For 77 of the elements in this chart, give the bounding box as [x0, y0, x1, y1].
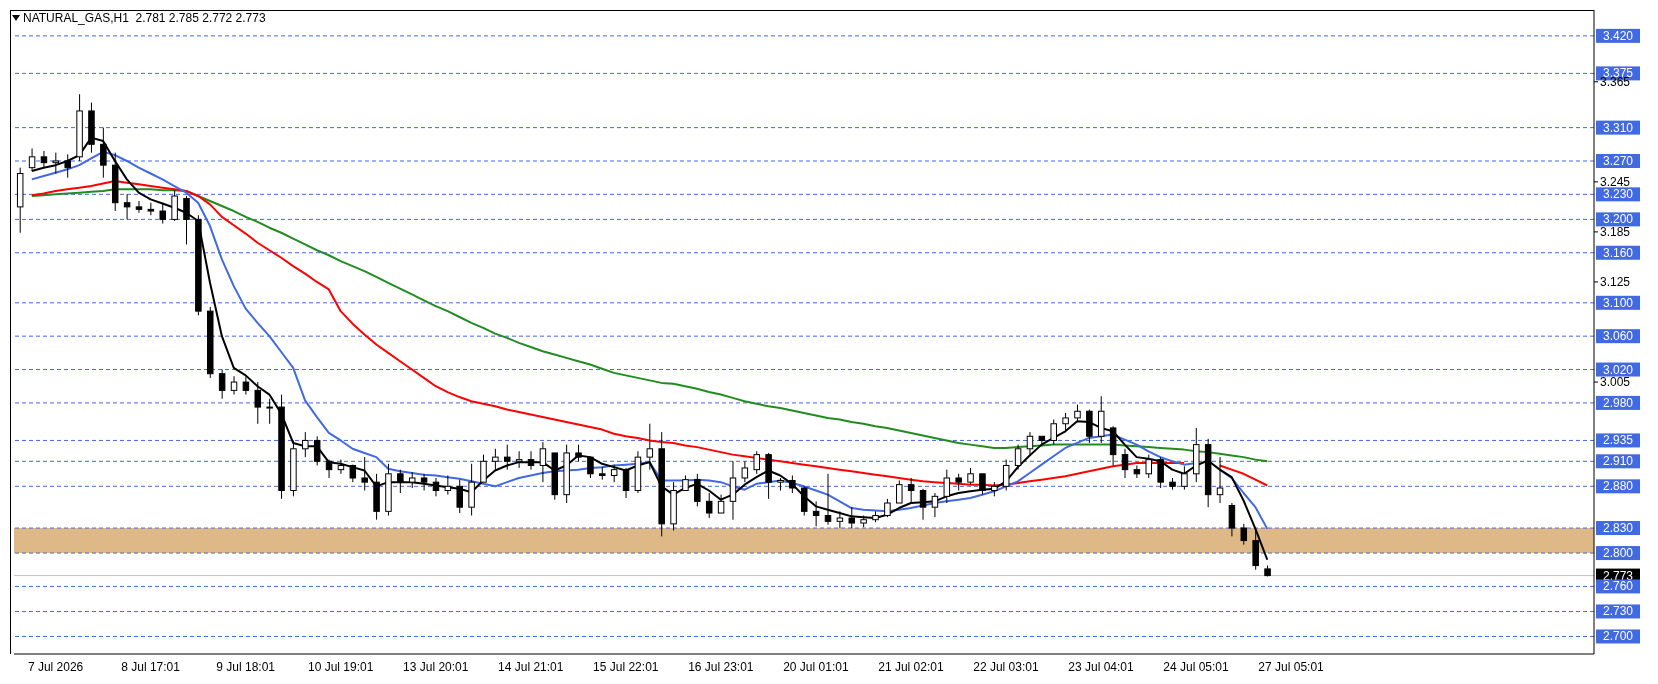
candlestick [302, 431, 309, 458]
ref-line-label: 2.760 [1602, 579, 1634, 594]
candlestick [444, 474, 452, 496]
candlestick [812, 500, 820, 527]
x-tick-label: 16 Jul 23:01 [688, 660, 754, 674]
candlestick [1169, 477, 1176, 491]
x-tick-label: 21 Jul 02:01 [878, 660, 944, 674]
candlestick [1216, 456, 1224, 504]
y-tick-label: 3.005 [1600, 375, 1631, 390]
ref-line-label: 3.230 [1602, 187, 1634, 202]
ref-line-label: 3.060 [1602, 329, 1634, 344]
candlestick [111, 152, 119, 212]
ref-line-label: 2.700 [1602, 629, 1634, 644]
candlestick [931, 492, 939, 518]
candlestick [432, 477, 440, 497]
x-tick-label: 14 Jul 21:01 [498, 660, 564, 674]
ref-line-label: 2.730 [1602, 604, 1634, 619]
candlestick [1193, 427, 1200, 483]
candlestick [1026, 431, 1034, 456]
candlestick [634, 450, 642, 494]
ref-line-label: 2.910 [1602, 454, 1634, 469]
candlestick [527, 450, 535, 471]
candlestick [242, 375, 250, 396]
ref-line-label: 3.160 [1602, 245, 1634, 260]
ref-line-label: 2.880 [1602, 479, 1634, 494]
y-tick-label: 3.245 [1600, 175, 1631, 190]
x-tick-label: 20 Jul 01:01 [783, 660, 849, 674]
x-tick-label: 23 Jul 04:01 [1068, 660, 1135, 674]
x-tick-label: 24 Jul 05:01 [1163, 660, 1230, 674]
y-tick-label: 3.185 [1600, 225, 1631, 240]
candlestick [1014, 444, 1022, 471]
candlestick [646, 423, 654, 471]
candlestick [385, 463, 392, 517]
candlestick [420, 473, 428, 491]
candlestick [1133, 464, 1141, 479]
ref-line-label: 3.100 [1602, 295, 1634, 310]
candlestick [1109, 425, 1117, 466]
x-tick-label: 15 Jul 22:01 [593, 660, 659, 674]
candlestick [836, 510, 844, 529]
candlestick [539, 441, 547, 483]
candlestick [373, 473, 380, 521]
candlestick [515, 450, 523, 469]
chart-title: NATURAL_GAS,H1 2.781 2.785 2.772 2.773 [23, 11, 266, 25]
candlestick [147, 202, 155, 216]
ref-line-label: 3.310 [1602, 120, 1634, 135]
x-tick-label: 7 Jul 2026 [27, 660, 84, 674]
candlestick [230, 375, 238, 396]
x-tick-label: 27 Jul 05:01 [1258, 660, 1325, 674]
candlestick [325, 459, 333, 479]
candlestick [753, 450, 760, 475]
y-tick-label: 3.125 [1600, 275, 1631, 290]
ref-line-label: 2.935 [1602, 433, 1634, 448]
ref-line-label: 2.800 [1602, 546, 1634, 561]
candlestick [123, 193, 131, 220]
x-tick-label: 9 Jul 18:01 [216, 660, 276, 674]
ref-line-label: 2.980 [1602, 395, 1634, 410]
x-tick-label: 22 Jul 03:01 [973, 660, 1039, 674]
ref-line-label: 3.270 [1602, 153, 1634, 168]
candlestick [468, 463, 475, 517]
candlestick [254, 381, 262, 425]
ref-line-label: 2.830 [1602, 521, 1634, 536]
ref-line-label: 3.420 [1602, 28, 1634, 43]
ref-line-label: 3.020 [1602, 362, 1634, 377]
ref-line-label: 3.200 [1602, 212, 1634, 227]
candlestick [824, 473, 832, 526]
x-tick-label: 13 Jul 20:01 [403, 660, 469, 674]
candlestick [729, 460, 737, 521]
candlestick [337, 459, 345, 475]
candlestick [919, 488, 927, 521]
candlestick [40, 150, 48, 169]
candlestick [1228, 502, 1236, 537]
candlestick [1121, 448, 1129, 479]
candlestick [622, 467, 630, 499]
candlestick [135, 200, 143, 214]
x-tick-label: 10 Jul 19:01 [308, 660, 374, 674]
x-tick-label: 8 Jul 17:01 [121, 660, 181, 674]
candlestick [218, 369, 226, 400]
